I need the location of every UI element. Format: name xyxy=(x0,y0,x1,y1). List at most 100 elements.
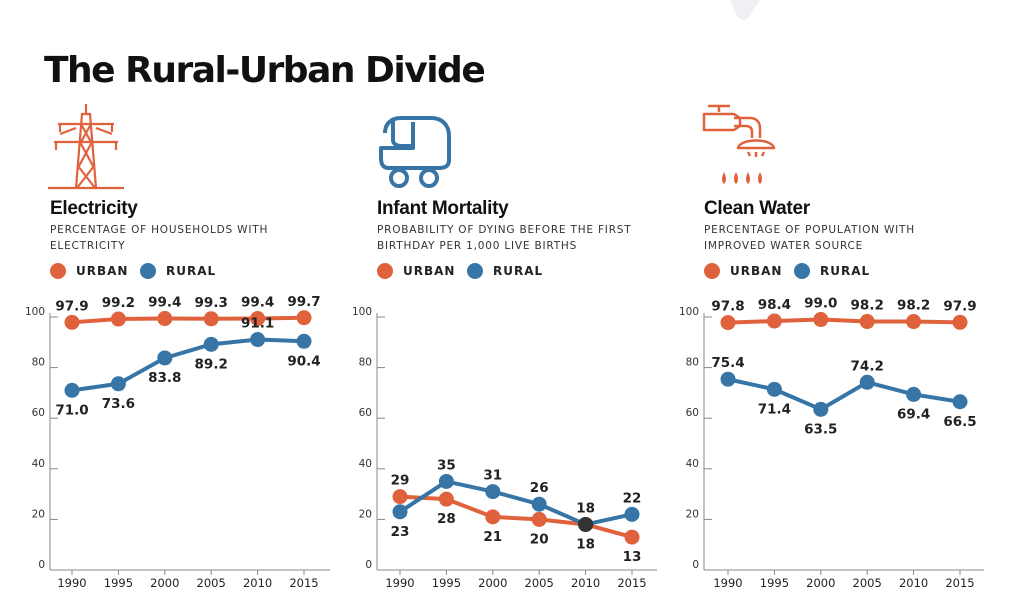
baby-stroller-icon xyxy=(379,116,451,188)
panel-infant-mortality: Infant Mortality PROBABILITY OF DYING BE… xyxy=(373,100,693,614)
urban-data-label-1990: 29 xyxy=(391,473,410,489)
urban-point-2005 xyxy=(203,311,219,327)
urban-swatch xyxy=(377,263,393,279)
panel-electricity: Electricity PERCENTAGE OF HOUSEHOLDS WIT… xyxy=(46,100,366,614)
urban-point-1995 xyxy=(438,491,454,507)
y-tick-label: 20 xyxy=(686,508,699,520)
y-tick-label: 0 xyxy=(365,559,372,571)
urban-point-2000 xyxy=(485,509,501,525)
panel-title: Electricity xyxy=(50,198,138,219)
panel-subtitle: PROBABILITY OF DYING BEFORE THE FIRST BI… xyxy=(377,224,632,252)
y-tick-label: 60 xyxy=(359,407,372,419)
rural-point-1995 xyxy=(438,473,454,489)
urban-data-label-1995: 99.2 xyxy=(102,295,135,311)
panel-title: Clean Water xyxy=(704,198,810,219)
rural-data-label-2015: 66.5 xyxy=(943,414,976,430)
y-tick-label: 80 xyxy=(32,357,45,369)
x-tick-label: 2000 xyxy=(150,576,179,590)
urban-point-1990 xyxy=(720,315,736,331)
y-tick-label: 40 xyxy=(359,458,372,470)
urban-series-line xyxy=(70,315,306,325)
urban-data-label-2005: 20 xyxy=(530,531,549,547)
rural-data-label-1990: 75.4 xyxy=(711,355,744,371)
urban-data-label-2005: 99.3 xyxy=(195,295,228,311)
rural-data-label-2010: 18 xyxy=(576,500,595,516)
urban-data-label-2010: 18 xyxy=(576,536,595,552)
y-tick-label: 0 xyxy=(692,559,699,571)
urban-swatch xyxy=(50,263,66,279)
x-tick-label: 2010 xyxy=(571,576,600,590)
y-tick-label: 100 xyxy=(679,306,699,318)
x-tick-label: 1995 xyxy=(760,576,789,590)
rural-point-2010 xyxy=(578,516,594,532)
x-tick-label: 2015 xyxy=(289,576,318,590)
panel-subtitle: PERCENTAGE OF POPULATION WITH IMPROVED W… xyxy=(704,224,915,252)
urban-point-1995 xyxy=(766,313,782,329)
rural-data-label-2005: 89.2 xyxy=(195,356,228,372)
legend-rural: RURAL xyxy=(467,263,543,279)
y-tick-label: 0 xyxy=(38,559,45,571)
urban-point-2000 xyxy=(157,311,173,327)
rural-data-label-2015: 90.4 xyxy=(287,353,320,369)
legend-rural-label: RURAL xyxy=(493,264,544,278)
urban-point-2000 xyxy=(813,312,829,328)
urban-point-2010 xyxy=(250,311,266,327)
urban-point-2010 xyxy=(906,314,922,330)
urban-point-2015 xyxy=(296,310,312,326)
urban-series-line xyxy=(398,494,634,540)
y-tick-label: 40 xyxy=(32,458,45,470)
rural-data-label-1990: 23 xyxy=(391,524,410,540)
rural-series-line xyxy=(70,337,306,393)
rural-data-label-1995: 35 xyxy=(437,457,456,473)
urban-data-label-2000: 99.0 xyxy=(804,296,837,312)
urban-point-1990 xyxy=(392,489,408,505)
rural-point-2000 xyxy=(485,484,501,500)
rural-data-label-1995: 73.6 xyxy=(102,396,135,412)
x-tick-label: 1990 xyxy=(713,576,742,590)
urban-point-2015 xyxy=(624,529,640,545)
rural-data-label-2005: 74.2 xyxy=(851,358,884,374)
y-tick-label: 60 xyxy=(686,407,699,419)
rural-point-2005 xyxy=(859,374,875,390)
urban-point-2005 xyxy=(859,314,875,330)
legend-urban-label: URBAN xyxy=(730,264,783,278)
y-tick-label: 80 xyxy=(359,357,372,369)
corner-decoration xyxy=(730,0,760,21)
y-tick-label: 60 xyxy=(32,407,45,419)
urban-data-label-2015: 97.9 xyxy=(943,298,976,314)
rural-swatch xyxy=(140,263,156,279)
rural-point-1990 xyxy=(392,504,408,520)
y-tick-label: 100 xyxy=(25,306,45,318)
rural-swatch xyxy=(794,263,810,279)
urban-data-label-2010: 99.4 xyxy=(241,295,274,311)
y-tick-label: 80 xyxy=(686,357,699,369)
rural-point-1990 xyxy=(720,371,736,387)
panel-clean-water: Clean Water PERCENTAGE OF POPULATION WIT… xyxy=(700,100,1020,614)
urban-data-label-2005: 98.2 xyxy=(851,298,884,314)
urban-point-2015 xyxy=(952,314,968,330)
urban-data-label-1990: 97.9 xyxy=(55,298,88,314)
legend-urban-label: URBAN xyxy=(403,264,456,278)
urban-point-1995 xyxy=(110,311,126,327)
y-tick-label: 40 xyxy=(686,458,699,470)
urban-data-label-2015: 99.7 xyxy=(287,294,320,310)
rural-point-2015 xyxy=(624,506,640,522)
rural-point-2005 xyxy=(203,336,219,352)
rural-point-2010 xyxy=(906,386,922,402)
x-tick-label: 1995 xyxy=(104,576,133,590)
y-tick-label: 100 xyxy=(352,306,372,318)
x-tick-label: 2010 xyxy=(243,576,272,590)
urban-swatch xyxy=(704,263,720,279)
panel-title: Infant Mortality xyxy=(377,198,509,219)
legend-urban: URBAN xyxy=(704,263,782,279)
rural-data-label-1990: 71.0 xyxy=(55,402,88,418)
urban-data-label-1995: 28 xyxy=(437,511,456,527)
urban-point-1990 xyxy=(64,314,80,330)
rural-data-label-1995: 71.4 xyxy=(758,401,791,417)
page-title: The Rural-Urban Divide xyxy=(44,50,486,91)
legend-rural: RURAL xyxy=(140,263,216,279)
legend-urban: URBAN xyxy=(377,263,455,279)
rural-swatch xyxy=(467,263,483,279)
